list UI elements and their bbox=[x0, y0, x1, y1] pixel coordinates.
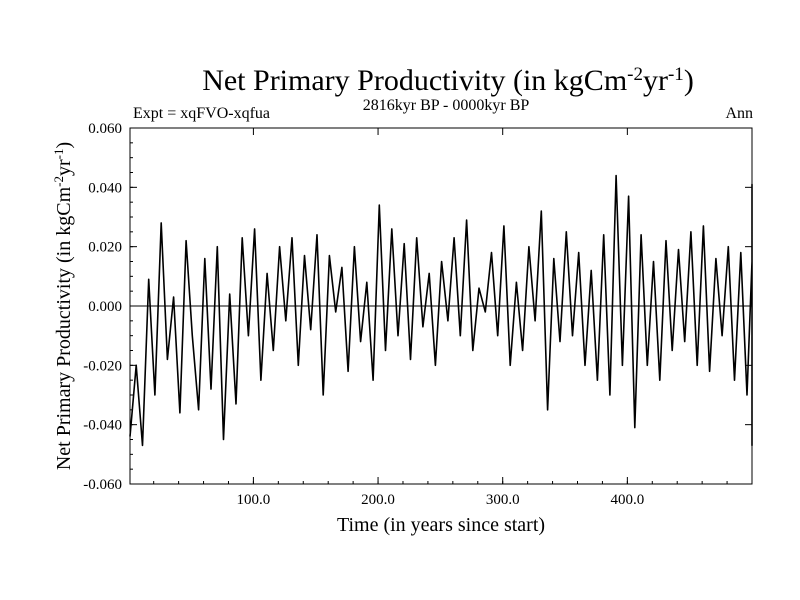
y-tick-label: -0.020 bbox=[83, 358, 122, 374]
y-axis: -0.060 -0.040 -0.020 0.000 0.020 0.040 0.060 bbox=[83, 121, 752, 493]
season-label: Ann bbox=[725, 105, 753, 122]
npp-series-line bbox=[129, 174, 753, 447]
x-axis-label: Time (in years since start) bbox=[337, 514, 545, 536]
x-tick-label: 300.0 bbox=[486, 492, 520, 508]
y-tick-label: 0.020 bbox=[88, 240, 122, 256]
period-label: 2816kyr BP - 0000kyr BP bbox=[363, 97, 530, 114]
y-axis-label: Net Primary Productivity (in kgCm-2yr-1) bbox=[51, 142, 76, 470]
y-tick-label: -0.040 bbox=[83, 418, 122, 434]
y-tick-label: -0.060 bbox=[83, 477, 122, 493]
y-tick-label: 0.060 bbox=[88, 121, 122, 137]
x-tick-label: 200.0 bbox=[361, 492, 395, 508]
x-tick-label: 400.0 bbox=[610, 492, 644, 508]
x-axis: 100.0 200.0 300.0 400.0 bbox=[153, 128, 728, 508]
y-tick-label: 0.040 bbox=[88, 180, 122, 196]
experiment-label: Expt = xqFVO-xqfua bbox=[133, 105, 270, 122]
x-tick-label: 100.0 bbox=[237, 492, 271, 508]
y-tick-label: 0.000 bbox=[88, 299, 122, 315]
chart-title: Net Primary Productivity (in kgCm-2yr-1) bbox=[202, 64, 694, 98]
